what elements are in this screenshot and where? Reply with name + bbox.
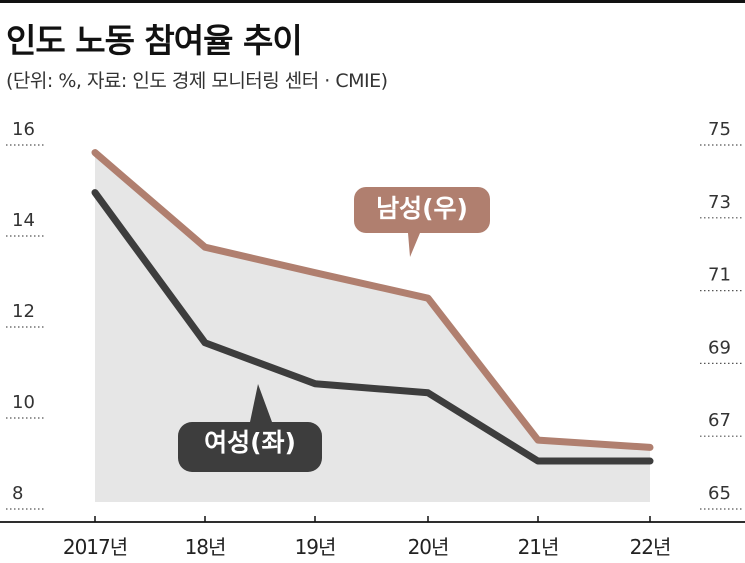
x-tick-label: 21년 (518, 535, 559, 559)
right-tick-label: 75 (708, 119, 731, 140)
left-tick-label: 10 (12, 392, 35, 413)
right-tick-label: 67 (708, 410, 731, 431)
x-tick-label: 19년 (295, 535, 336, 559)
female-callout-label: 여성(좌) (204, 428, 296, 457)
x-tick-label: 2017년 (63, 535, 127, 559)
x-tick-label: 22년 (630, 535, 671, 559)
male-series-line (91, 149, 654, 451)
female-series-line (91, 189, 654, 465)
x-tick-label: 20년 (408, 535, 449, 559)
top-rule (0, 0, 745, 3)
right-tick-label: 69 (708, 337, 731, 358)
female-callout: 여성(좌) (178, 384, 322, 472)
gap-area (95, 152, 650, 502)
left-tick-label: 8 (12, 483, 23, 504)
male-callout: 남성(우) (354, 187, 490, 257)
x-tick-label: 18년 (185, 535, 226, 559)
right-tick-label: 71 (708, 265, 731, 286)
chart-title: 인도 노동 참여율 추이 (6, 21, 303, 60)
right-tick-label: 73 (708, 192, 731, 213)
right-tick-label: 65 (708, 483, 731, 504)
left-tick-label: 12 (12, 301, 35, 322)
chart-subtitle: (단위: %, 자료: 인도 경제 모니터링 센터 · CMIE) (6, 70, 388, 92)
left-tick-label: 14 (12, 210, 35, 231)
male-callout-label: 남성(우) (376, 194, 468, 223)
left-tick-label: 16 (12, 119, 35, 140)
